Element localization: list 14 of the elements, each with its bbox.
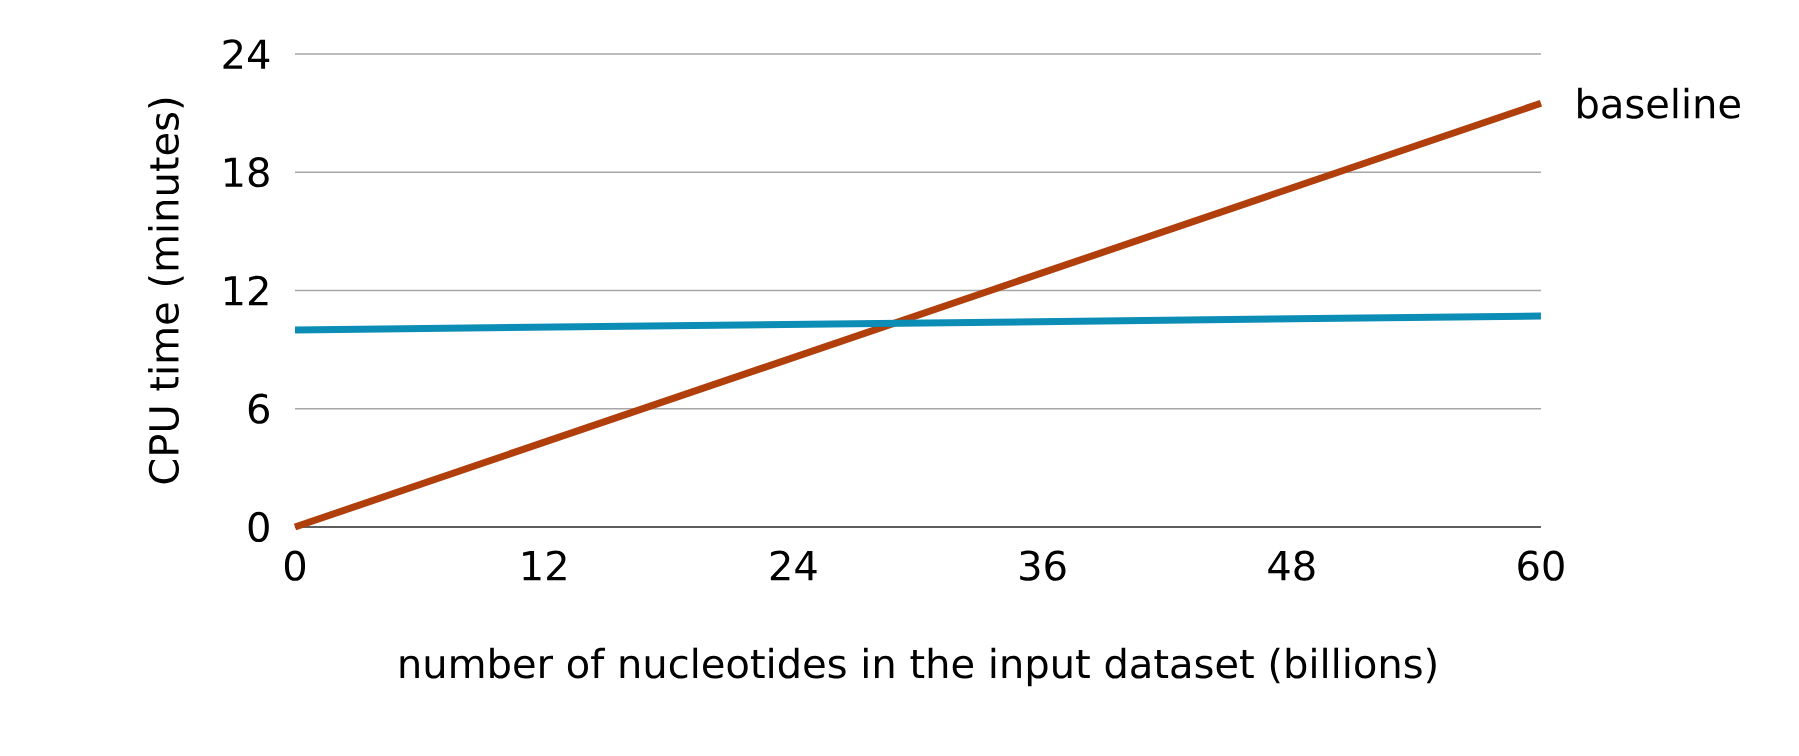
x-tick-label: 12: [523, 550, 566, 581]
y-tick-label: 12: [224, 275, 268, 306]
x-tick-label: 60: [1518, 550, 1564, 581]
x-tick-label: 0: [284, 550, 306, 581]
y-tick-label: 24: [223, 39, 270, 69]
y-tick-label: 6: [248, 393, 269, 424]
x-axis-title: number of nucleotides in the input dataset (billions): [400, 647, 1436, 687]
y-tick-label: 18: [224, 157, 269, 188]
y-tick-label: 0: [248, 511, 269, 543]
x-tick-label: 36: [1020, 550, 1066, 581]
y-axis-title: CPU time (minutes): [148, 98, 184, 484]
series-label: baseline: [1578, 87, 1740, 119]
x-tick-label: 24: [770, 550, 817, 581]
x-tick-label: 48: [1268, 550, 1315, 581]
